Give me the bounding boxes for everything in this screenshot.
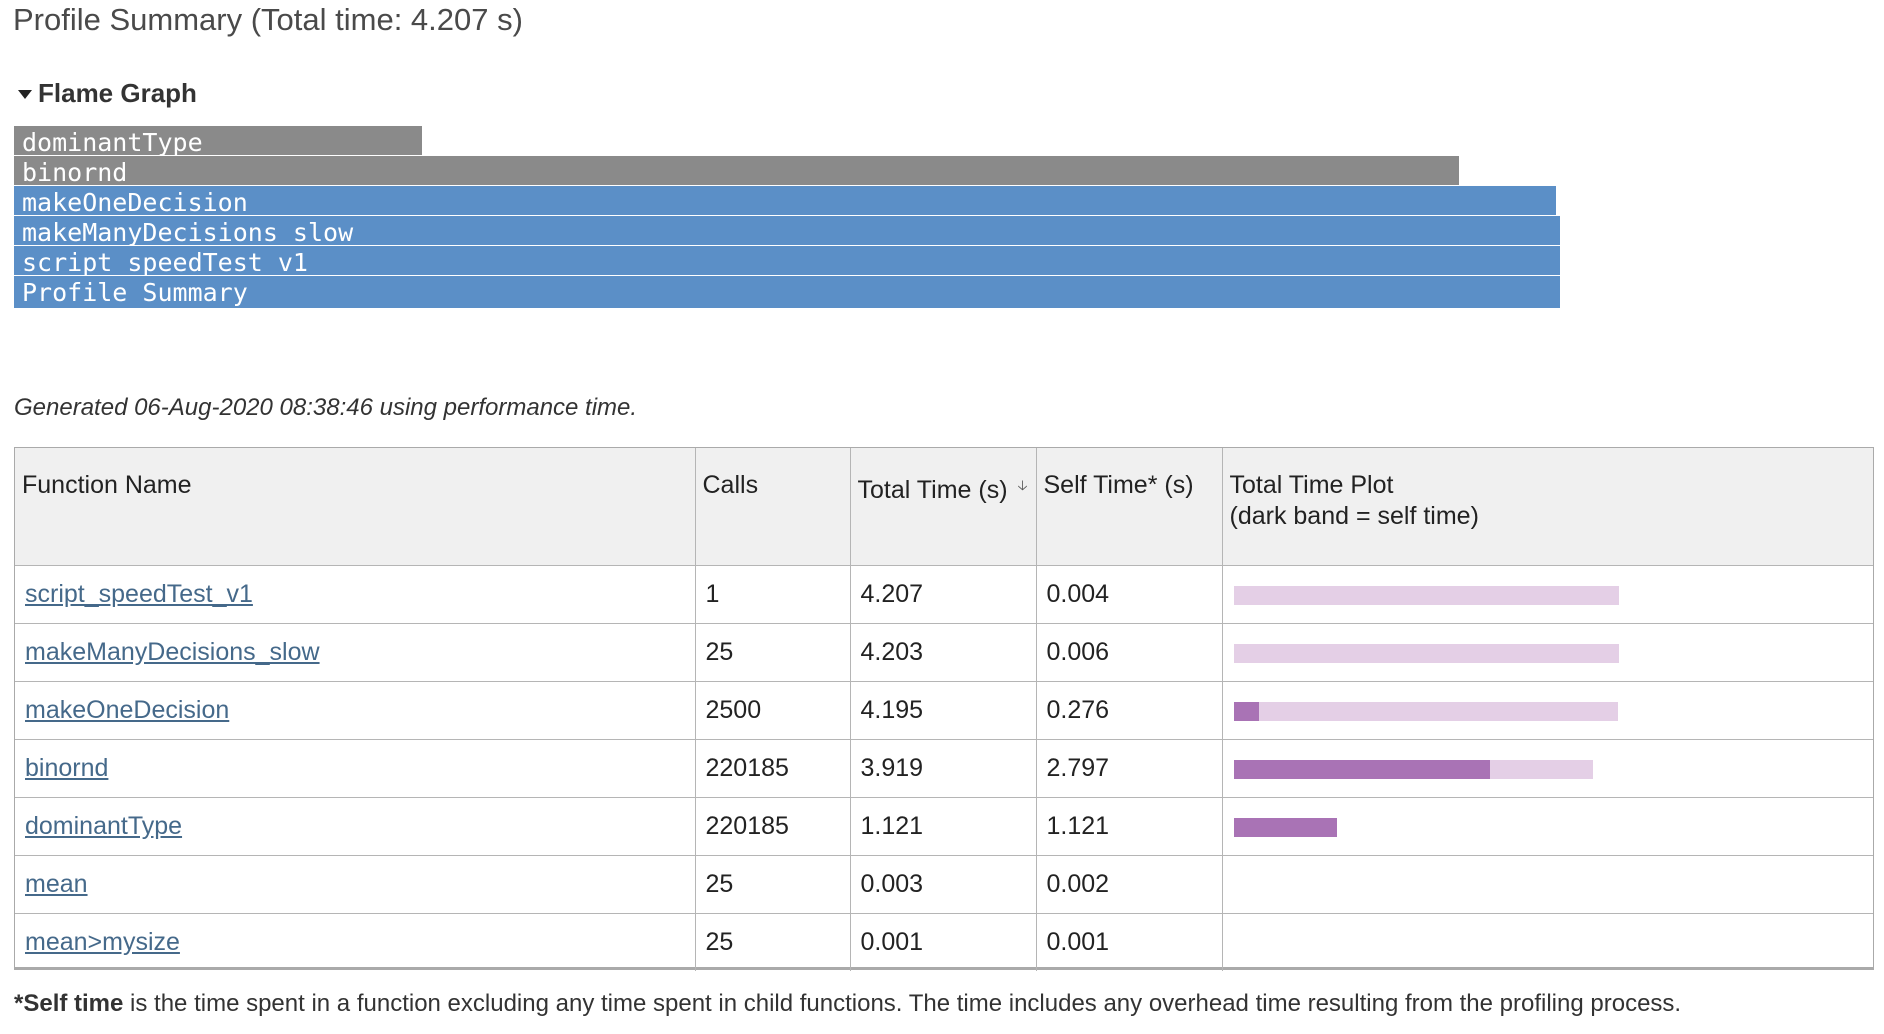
time-plot-cell bbox=[1221, 564, 1873, 624]
function-link[interactable]: mean bbox=[25, 869, 88, 898]
column-header-label: Function Name bbox=[22, 471, 192, 499]
function-link[interactable]: makeOneDecision bbox=[25, 695, 230, 724]
caret-down-icon bbox=[18, 90, 32, 99]
self-time-bar bbox=[1233, 759, 1490, 779]
function-name-cell: makeOneDecision bbox=[15, 680, 696, 740]
function-name-cell: script_speedTest_v1 bbox=[15, 564, 696, 624]
footnote-bold: *Self time bbox=[14, 990, 124, 1017]
column-header-sublabel: (dark band = self time) bbox=[1229, 502, 1479, 530]
time-plot-cell bbox=[1221, 622, 1873, 682]
self-time-cell: 0.276 bbox=[1035, 680, 1223, 740]
function-name-cell: dominantType bbox=[15, 796, 696, 856]
flame-frame[interactable]: script_speedTest_v1 bbox=[13, 245, 1561, 279]
table-row: makeOneDecision 2500 4.195 0.276 bbox=[15, 680, 1873, 740]
table-row: binornd 220185 3.919 2.797 bbox=[15, 738, 1873, 798]
function-link[interactable]: makeManyDecisions_slow bbox=[25, 637, 320, 666]
calls-cell: 1 bbox=[694, 564, 851, 624]
sort-descending-arrow-icon: 🡣 bbox=[1017, 477, 1028, 493]
column-header-self-time[interactable]: Self Time* (s) bbox=[1035, 448, 1223, 566]
self-time-cell: 1.121 bbox=[1035, 796, 1223, 856]
flame-graph-heading: Flame Graph bbox=[38, 78, 197, 108]
flame-graph: dominantType binornd makeOneDecision makeMa… bbox=[13, 125, 1873, 367]
column-header-function-name[interactable]: Function Name bbox=[15, 448, 696, 566]
function-table: Function Name Calls Total Time (s) 🡣 Self… bbox=[14, 447, 1874, 971]
function-link[interactable]: script_speedTest_v1 bbox=[25, 579, 253, 608]
flame-graph-toggle[interactable]: Flame Graph bbox=[18, 78, 197, 109]
footnote-text: is the time spent in a function excludin… bbox=[123, 990, 1682, 1017]
function-name-cell: mean bbox=[15, 854, 696, 914]
flame-frame[interactable]: makeManyDecisions_slow bbox=[13, 215, 1561, 249]
function-link[interactable]: dominantType bbox=[25, 811, 183, 840]
time-plot-cell bbox=[1221, 854, 1873, 914]
total-time-cell: 0.001 bbox=[849, 912, 1037, 971]
time-plot-cell bbox=[1221, 912, 1873, 971]
total-time-cell: 4.203 bbox=[849, 622, 1037, 682]
self-time-cell: 0.006 bbox=[1035, 622, 1223, 682]
calls-cell: 220185 bbox=[694, 738, 851, 798]
page-title: Profile Summary (Total time: 4.207 s) bbox=[13, 2, 523, 37]
function-name-cell: mean>mysize bbox=[15, 912, 696, 971]
table-row: mean>mysize 25 0.001 0.001 bbox=[15, 912, 1873, 971]
column-header-total-time-plot: Total Time Plot (dark band = self time) bbox=[1221, 448, 1873, 566]
flame-frame[interactable]: makeOneDecision bbox=[13, 185, 1557, 219]
column-header-calls[interactable]: Calls bbox=[694, 448, 851, 566]
table-row: script_speedTest_v1 1 4.207 0.004 bbox=[15, 564, 1873, 624]
calls-cell: 220185 bbox=[694, 796, 851, 856]
function-name-cell: makeManyDecisions_slow bbox=[15, 622, 696, 682]
time-plot-cell bbox=[1221, 738, 1873, 798]
total-time-bar bbox=[1233, 643, 1619, 663]
total-time-cell: 3.919 bbox=[849, 738, 1037, 798]
total-time-bar bbox=[1233, 701, 1618, 721]
calls-cell: 25 bbox=[694, 622, 851, 682]
function-name-cell: binornd bbox=[15, 738, 696, 798]
total-time-cell: 4.195 bbox=[849, 680, 1037, 740]
self-time-cell: 0.002 bbox=[1035, 854, 1223, 914]
calls-cell: 2500 bbox=[694, 680, 851, 740]
table-row: mean 25 0.003 0.002 bbox=[15, 854, 1873, 914]
column-header-total-time[interactable]: Total Time (s) 🡣 bbox=[849, 448, 1037, 566]
function-link[interactable]: binornd bbox=[25, 753, 109, 782]
generated-info: Generated 06-Aug-2020 08:38:46 using per… bbox=[14, 394, 638, 421]
function-link[interactable]: mean>mysize bbox=[25, 927, 180, 956]
self-time-bar bbox=[1233, 817, 1337, 837]
self-time-cell: 0.001 bbox=[1035, 912, 1223, 971]
total-time-cell: 4.207 bbox=[849, 564, 1037, 624]
time-plot-cell bbox=[1221, 796, 1873, 856]
self-time-cell: 2.797 bbox=[1035, 738, 1223, 798]
total-time-bar bbox=[1233, 585, 1619, 605]
time-plot-cell bbox=[1221, 680, 1873, 740]
column-header-label: Total Time Plot bbox=[1229, 471, 1394, 499]
flame-frame[interactable]: Profile Summary bbox=[13, 275, 1561, 309]
calls-cell: 25 bbox=[694, 854, 851, 914]
self-time-footnote: *Self time is the time spent in a functi… bbox=[14, 990, 1681, 1018]
flame-frame[interactable]: binornd bbox=[13, 155, 1460, 189]
total-time-cell: 0.003 bbox=[849, 854, 1037, 914]
column-header-label: Self Time* (s) bbox=[1043, 471, 1194, 499]
table-header-row: Function Name Calls Total Time (s) 🡣 Self… bbox=[15, 448, 1873, 566]
total-time-cell: 1.121 bbox=[849, 796, 1037, 856]
table-row: makeManyDecisions_slow 25 4.203 0.006 bbox=[15, 622, 1873, 682]
self-time-cell: 0.004 bbox=[1035, 564, 1223, 624]
column-header-label: Calls bbox=[702, 471, 759, 499]
self-time-bar bbox=[1233, 701, 1259, 721]
flame-frame[interactable]: dominantType bbox=[13, 125, 423, 159]
column-header-label: Total Time (s) bbox=[857, 476, 1008, 504]
calls-cell: 25 bbox=[694, 912, 851, 971]
table-row: dominantType 220185 1.121 1.121 bbox=[15, 796, 1873, 856]
